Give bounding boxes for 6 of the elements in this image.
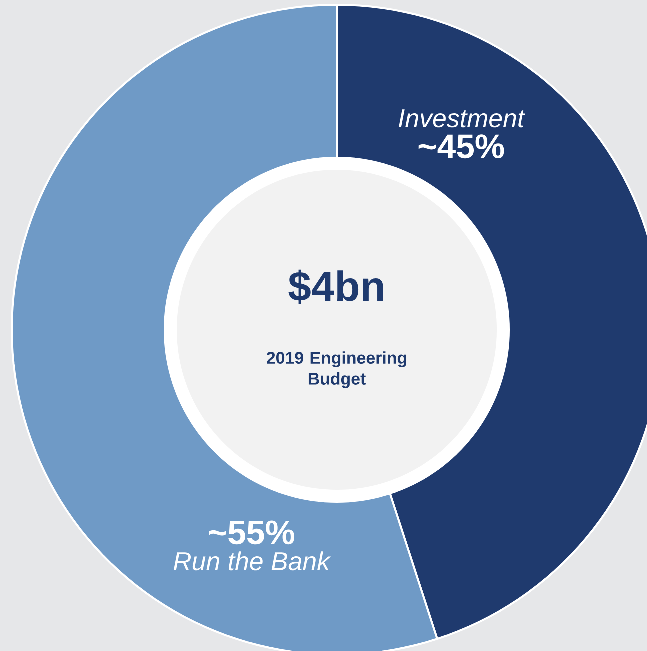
slice-label: Run the Bank: [174, 552, 332, 571]
text: $4bn: [288, 270, 384, 304]
data-label: ~45%: [418, 134, 504, 159]
text: 2019 Engineering Budget: [267, 352, 406, 388]
data-label: ~55%: [209, 520, 294, 545]
slice-label: Investment: [398, 110, 526, 128]
